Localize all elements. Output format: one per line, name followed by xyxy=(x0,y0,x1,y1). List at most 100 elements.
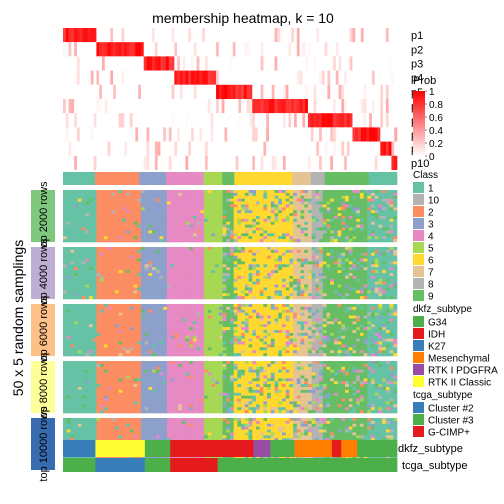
sampling-cell xyxy=(211,270,216,274)
sampling-cell xyxy=(252,312,257,316)
membership-cell xyxy=(199,155,203,170)
sampling-cell xyxy=(341,306,346,311)
sampling-cell xyxy=(118,224,123,228)
sampling-cell xyxy=(222,258,227,262)
sampling-cell xyxy=(248,264,253,268)
sampling-cell xyxy=(204,309,209,313)
sampling-cell xyxy=(345,213,350,217)
membership-cell xyxy=(165,84,170,99)
sampling-cell xyxy=(88,213,93,217)
sampling-cell xyxy=(259,296,264,300)
sampling-cell xyxy=(103,318,108,322)
sampling-cell xyxy=(152,201,157,205)
sampling-cell xyxy=(244,293,249,297)
membership-cell xyxy=(163,70,167,85)
sampling-cell xyxy=(211,258,216,262)
membership-cell xyxy=(101,141,106,156)
sampling-cell xyxy=(237,258,242,262)
sampling-cell xyxy=(163,270,168,274)
sampling-cell xyxy=(348,306,353,311)
sampling-cell xyxy=(267,264,272,268)
sampling-cell xyxy=(359,227,364,231)
sampling-cell xyxy=(371,190,376,194)
sampling-cell xyxy=(96,247,101,251)
membership-cell xyxy=(341,113,345,128)
sampling-cell xyxy=(181,204,186,208)
sampling-cell xyxy=(371,255,376,259)
sampling-cell xyxy=(330,216,335,220)
sampling-cell xyxy=(296,275,301,280)
membership-cell xyxy=(101,70,106,85)
sampling-cell xyxy=(63,195,68,199)
sampling-cell xyxy=(263,224,268,228)
sampling-cell xyxy=(393,293,398,297)
sampling-cell xyxy=(114,192,119,197)
sampling-cell xyxy=(374,213,379,217)
membership-cell xyxy=(377,113,381,128)
sampling-cell xyxy=(178,284,183,288)
sampling-cell xyxy=(281,192,286,197)
sampling-cell xyxy=(100,287,105,291)
membership-cell xyxy=(163,155,167,170)
sampling-cell xyxy=(393,315,398,319)
membership-cell xyxy=(296,84,300,99)
sampling-cell xyxy=(218,275,223,280)
sampling-cell xyxy=(252,261,257,265)
membership-cell xyxy=(371,155,376,170)
sampling-cell xyxy=(341,249,346,254)
membership-cell xyxy=(76,155,80,170)
sampling-cell xyxy=(322,249,327,254)
sampling-cell xyxy=(241,306,246,311)
sampling-cell xyxy=(66,221,71,225)
sampling-cell xyxy=(319,210,324,214)
sampling-cell xyxy=(77,216,82,220)
sampling-cell xyxy=(281,309,286,313)
sampling-cell xyxy=(77,190,82,194)
sampling-cell xyxy=(144,213,149,217)
membership-cell xyxy=(243,99,247,114)
membership-cell xyxy=(107,113,111,128)
membership-cell xyxy=(391,113,395,128)
sampling-cell xyxy=(81,278,86,282)
membership-cell xyxy=(360,84,364,99)
sampling-cell xyxy=(192,306,197,311)
sampling-cell xyxy=(211,261,216,265)
sampling-cell xyxy=(356,293,361,297)
sampling-cell xyxy=(133,221,138,225)
membership-cell xyxy=(224,141,228,156)
membership-cell xyxy=(196,155,200,170)
sampling-cell xyxy=(259,287,264,291)
membership-cell xyxy=(221,42,225,57)
membership-cell xyxy=(216,42,220,57)
sampling-cell xyxy=(70,216,75,220)
sampling-cell xyxy=(114,312,119,316)
membership-cell xyxy=(274,84,278,99)
membership-cell xyxy=(307,113,312,128)
sampling-cell xyxy=(352,312,357,316)
sampling-cell xyxy=(178,207,183,211)
sampling-cell xyxy=(270,192,275,197)
sampling-cell xyxy=(222,264,227,268)
sampling-cell xyxy=(159,255,164,259)
membership-cell xyxy=(213,155,217,170)
sampling-cell xyxy=(371,275,376,280)
sampling-cell xyxy=(267,207,272,211)
sampling-cell xyxy=(322,318,327,322)
sampling-cell xyxy=(77,247,82,251)
membership-cell xyxy=(391,99,395,114)
sampling-cell xyxy=(218,224,223,228)
membership-cell xyxy=(232,42,236,57)
sampling-cell xyxy=(382,287,387,291)
sampling-cell xyxy=(185,315,190,319)
membership-cell xyxy=(124,28,128,43)
membership-cell xyxy=(241,99,245,114)
membership-cell xyxy=(335,113,339,128)
sampling-cell xyxy=(311,273,316,277)
sampling-cell xyxy=(237,239,242,243)
sampling-cell xyxy=(319,293,324,297)
sampling-cell xyxy=(215,318,220,322)
sampling-cell xyxy=(129,190,134,194)
membership-cell xyxy=(230,28,234,43)
sampling-cell xyxy=(155,213,160,217)
membership-cell xyxy=(274,99,278,114)
